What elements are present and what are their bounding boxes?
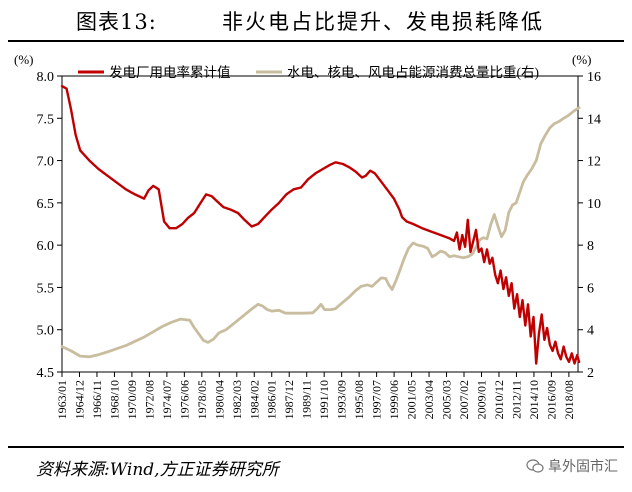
left-tick-label: 7.5 [37,112,55,127]
right-tick-label: 10 [587,197,601,212]
x-tick-label: 1991/10 [317,380,331,419]
left-tick-label: 4.5 [37,366,55,381]
axes-layer: 8.0 7.5 7.0 6.5 6.0 5.5 5.0 4.5 (%) 16 14 12 10 8 6 4 2 (… [14,52,601,419]
x-tick-label: 1984/02 [247,380,261,419]
watermark: 阜外固市汇 [526,456,618,476]
x-tick-label: 2005/03 [440,380,454,419]
title-divider [8,40,624,42]
legend-label: 水电、核电、风电占能源消费总量比重(右) [287,65,539,80]
x-tick-label: 1972/08 [142,380,156,419]
source-note: 资料来源:Wind,方正证券研究所 [36,460,279,480]
watermark-text: 阜外固市汇 [548,459,618,475]
left-tick-label: 7.0 [37,155,55,170]
x-tick-label: 2003/04 [422,380,436,419]
x-tick-label: 1974/07 [160,380,174,419]
x-tick-label: 1995/08 [352,380,366,419]
x-tick-label: 1999/06 [387,380,401,419]
x-tick-label: 1968/10 [107,380,121,419]
x-tick-label: 1966/11 [90,380,104,419]
x-tick-label: 1987/12 [282,380,296,419]
x-tick-label: 2001/05 [405,380,419,419]
plot-frame [61,75,579,373]
left-tick-label: 5.0 [37,324,55,339]
x-tick-label: 2009/01 [474,380,488,419]
legend: 发电厂用电率累计值 水电、核电、风电占能源消费总量比重(右) [78,64,539,80]
right-tick-label: 8 [587,239,594,254]
series-layer [60,84,581,365]
left-tick-label: 6.0 [37,239,55,254]
x-tick-label: 2010/12 [492,380,506,419]
x-tick-label: 1986/01 [265,380,279,419]
chart-area: 8.0 7.5 7.0 6.5 6.0 5.5 5.0 4.5 (%) 16 14 12 10 8 6 4 2 (… [14,52,601,419]
x-tick-label: 1963/01 [55,380,69,419]
right-tick-label: 4 [587,324,594,339]
right-tick-label: 14 [587,112,601,127]
right-tick-label: 12 [587,155,601,170]
right-axis-unit: (%) [572,52,592,67]
wechat-icon [526,459,544,473]
legend-label: 发电厂用电率累计值 [109,64,231,80]
x-tick-label: 2012/11 [509,380,523,419]
x-tick-label: 1982/03 [230,380,244,419]
left-tick-label: 8.0 [37,70,55,85]
right-tick-label: 16 [587,70,601,85]
x-tick-label: 1980/04 [212,380,226,419]
figure-title-bar: 图表13: 非火电占比提升、发电损耗降低 [0,0,632,40]
series-line-plant-power-rate [60,84,581,365]
left-axis-unit: (%) [14,52,34,67]
x-tick-label: 2007/02 [457,380,471,419]
right-tick-label: 2 [587,366,594,381]
figure-label: 图表13: [76,10,157,34]
x-tick-label: 1997/07 [370,380,384,419]
x-tick-label: 1970/09 [125,380,139,419]
x-tick-label: 2014/10 [527,380,541,419]
right-tick-label: 6 [587,281,594,296]
series-line-clean-energy-share [60,106,581,359]
left-tick-label: 5.5 [37,281,55,296]
source-divider [8,446,624,448]
x-tick-label: 1989/11 [300,380,314,419]
x-tick-label: 1964/12 [72,380,86,419]
x-tick-label: 1978/05 [195,380,209,419]
x-tick-label: 1993/09 [335,380,349,419]
x-tick-label: 1976/06 [177,380,191,419]
left-tick-label: 6.5 [37,197,55,212]
figure-title: 非火电占比提升、发电损耗降低 [222,10,544,34]
x-tick-label: 2018/08 [562,380,576,419]
x-tick-label: 2016/09 [544,380,558,419]
